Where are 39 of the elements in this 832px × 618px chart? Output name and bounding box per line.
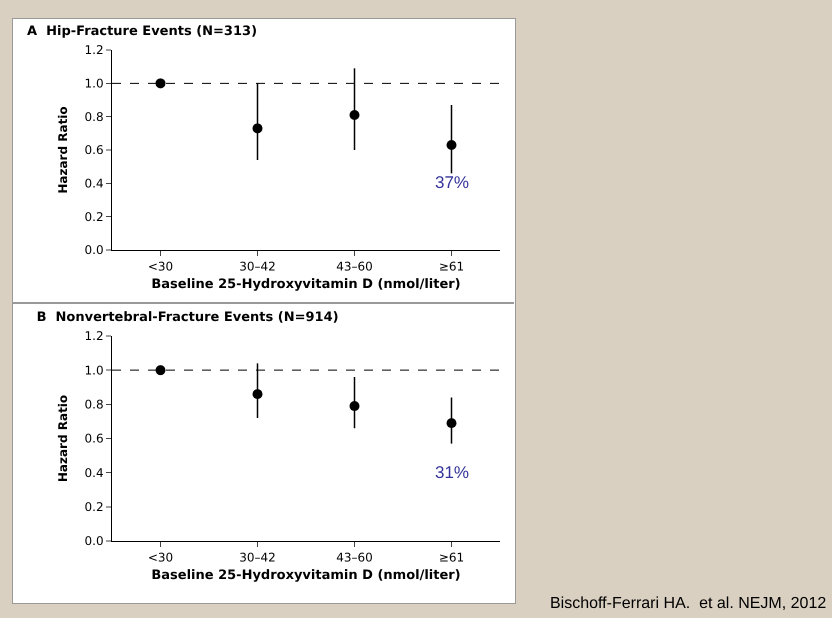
y-tick-label: 0.2	[84, 210, 104, 224]
point	[252, 123, 262, 134]
point	[252, 389, 262, 400]
x-tick-label: 43–60	[336, 259, 373, 274]
y-tick-label: 0.4	[84, 466, 104, 480]
point	[350, 401, 360, 412]
x-tick-label: <30	[148, 259, 174, 274]
point	[350, 110, 360, 120]
x-tick-label: <30	[148, 550, 174, 564]
point	[446, 418, 456, 428]
y-tick-label: 1.2	[84, 329, 104, 344]
y-tick-label: 0.4	[84, 176, 104, 191]
x-tick-label: ≥61	[438, 550, 464, 564]
x-tick-label: 43–60	[336, 550, 373, 564]
y-tick-label: 1.2	[84, 43, 104, 58]
y-tick-label: 0.6	[84, 432, 104, 446]
y-axis-title: Hazard Ratio	[56, 106, 70, 194]
x-tick-label: 30–42	[239, 550, 276, 564]
annotation: 31%	[435, 463, 470, 482]
y-tick-label: 0.8	[84, 398, 104, 412]
chart-title: A Hip-Fracture Events (N=313)	[27, 24, 258, 40]
y-axis-title: Hazard Ratio	[56, 394, 70, 482]
annotation: 37%	[435, 173, 470, 192]
text: Bischoff-Ferrari HA. et al. NEJM, 2012	[550, 595, 826, 612]
x-tick-label: ≥61	[438, 259, 464, 274]
point	[156, 365, 166, 376]
x-axis-title: Baseline 25-Hydroxyvitamin D (nmol/liter)	[151, 277, 461, 292]
text: 1.0	[84, 363, 104, 378]
y-tick-label: 0.2	[84, 500, 104, 514]
x-axis-title: Baseline 25-Hydroxyvitamin D (nmol/liter)	[151, 568, 461, 583]
y-tick-label: 0.6	[84, 143, 104, 158]
point	[446, 140, 456, 150]
chart-title: B Nonvertebral-Fracture Events (N=914)	[36, 310, 339, 326]
y-tick-label: 0.8	[84, 110, 104, 124]
point	[156, 78, 166, 88]
text: 0.0	[84, 243, 104, 258]
text: 0.0	[84, 534, 104, 548]
text: 1.0	[84, 76, 104, 91]
x-tick-label: 30–42	[239, 259, 276, 274]
